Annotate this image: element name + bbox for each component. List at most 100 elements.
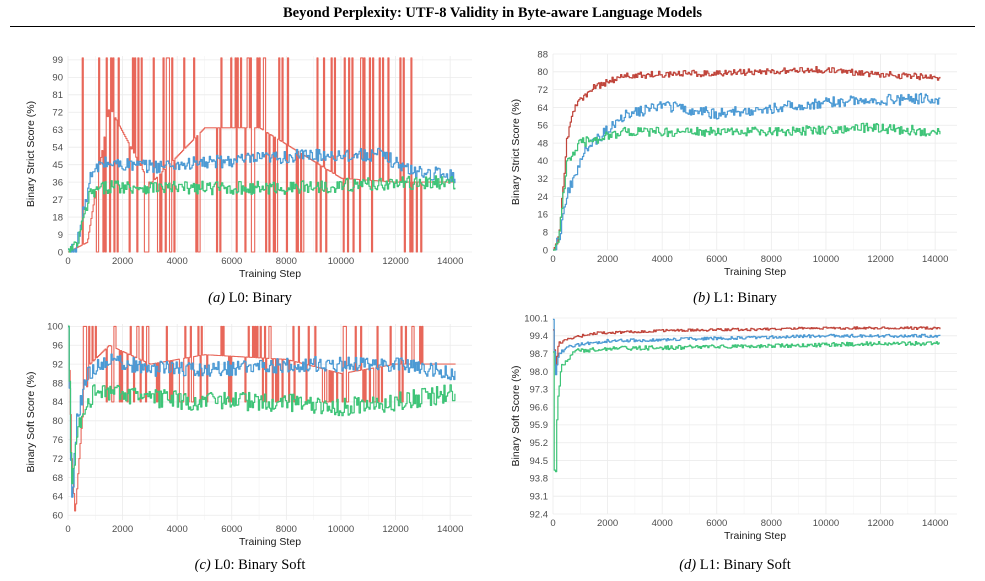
- series-line-darkred: [553, 326, 941, 367]
- caption-b-tag: (b): [693, 290, 711, 306]
- x-tick-label: 8000: [761, 518, 782, 529]
- y-tick-label: 96: [52, 341, 63, 352]
- y-tick-label: 95.9: [530, 420, 549, 431]
- x-tick-label: 2000: [112, 524, 133, 535]
- y-tick-label: 72: [537, 85, 548, 96]
- caption-d-text: L1: Binary Soft: [699, 557, 791, 573]
- y-tick-label: 100: [47, 322, 63, 333]
- chart-panel-c: 0 2000 4000 6000 8000 10000 12000 14000 60 64 68 72…: [10, 318, 480, 558]
- y-tick-label: 98.0: [530, 367, 549, 378]
- series-line-darkred: [553, 66, 941, 251]
- x-tick-label: 4000: [167, 256, 188, 267]
- chart-panel-d: 0 2000 4000 6000 8000 10000 12000 14000 92.4 93.1…: [495, 312, 965, 552]
- y-tick-label: 36: [52, 177, 63, 188]
- y-tick-label: 16: [537, 210, 548, 221]
- caption-b: (b) L1: Binary: [495, 290, 975, 307]
- y-tick-label: 18: [52, 212, 63, 223]
- y-tick-label: 92: [52, 359, 63, 370]
- series-line-green: [68, 325, 456, 485]
- x-tick-label: 6000: [706, 518, 727, 529]
- x-tick-label: 4000: [167, 524, 188, 535]
- series-line-red: [68, 325, 456, 512]
- x-axis-title: Training Step: [724, 530, 786, 542]
- x-axis-title: Training Step: [239, 536, 301, 548]
- x-tick-label: 14000: [437, 256, 463, 267]
- x-tick-label: 8000: [276, 256, 297, 267]
- x-tick-label: 8000: [761, 254, 782, 265]
- caption-a: (a) L0: Binary: [10, 290, 490, 307]
- y-tick-label: 64: [537, 103, 548, 114]
- paper-title: Beyond Perplexity: UTF-8 Validity in Byt…: [282, 5, 703, 21]
- y-tick-label: 99.4: [530, 331, 549, 342]
- x-tick-label: 12000: [382, 256, 408, 267]
- y-tick-label: 27: [52, 195, 63, 206]
- x-tick-label: 10000: [813, 518, 839, 529]
- y-tick-label: 54: [52, 143, 63, 154]
- y-axis-title: Binary Soft Score (%): [510, 366, 522, 467]
- series-line-blue: [68, 326, 456, 498]
- y-tick-label: 95.2: [530, 438, 549, 449]
- y-tick-label: 76: [52, 435, 63, 446]
- y-tick-label: 63: [52, 125, 63, 136]
- x-tick-label: 6000: [221, 524, 242, 535]
- y-tick-label: 72: [52, 108, 63, 119]
- x-axis-title: Training Step: [724, 266, 786, 278]
- x-tick-label: 12000: [867, 518, 893, 529]
- y-tick-label: 88: [537, 49, 548, 60]
- x-tick-label: 12000: [382, 524, 408, 535]
- series-line-blue: [553, 318, 941, 376]
- y-tick-label: 98.7: [530, 349, 549, 360]
- y-axis-title: Binary Soft Score (%): [25, 372, 37, 473]
- y-tick-label: 9: [58, 230, 63, 241]
- plot-area: [553, 54, 957, 250]
- y-tick-label: 80: [52, 416, 63, 427]
- x-tick-label: 0: [65, 524, 70, 535]
- y-tick-label: 90: [52, 73, 63, 84]
- chart-c: 0 2000 4000 6000 8000 10000 12000 14000 60 64 68 72…: [25, 322, 472, 548]
- x-tick-label: 14000: [437, 524, 463, 535]
- y-tick-label: 56: [537, 121, 548, 132]
- y-tick-label: 94.5: [530, 456, 549, 467]
- y-tick-label: 45: [52, 160, 63, 171]
- y-tick-label: 68: [52, 473, 63, 484]
- y-tick-label: 0: [543, 245, 548, 256]
- header-rule: [10, 26, 975, 27]
- y-tick-label: 48: [537, 138, 548, 149]
- x-tick-label: 10000: [328, 524, 354, 535]
- y-tick-label: 100.1: [524, 313, 548, 324]
- caption-d: (d) L1: Binary Soft: [495, 557, 975, 574]
- x-tick-label: 14000: [922, 518, 948, 529]
- x-tick-label: 2000: [597, 518, 618, 529]
- y-tick-label: 64: [52, 492, 63, 503]
- y-tick-label: 93.8: [530, 474, 549, 485]
- y-tick-label: 80: [537, 67, 548, 78]
- x-tick-label: 12000: [867, 254, 893, 265]
- y-tick-label: 81: [52, 90, 63, 101]
- caption-c-text: L0: Binary Soft: [214, 557, 306, 573]
- caption-a-tag: (a): [208, 290, 226, 306]
- y-tick-label: 99: [52, 55, 63, 66]
- x-tick-label: 14000: [922, 254, 948, 265]
- series-line-blue: [553, 92, 941, 251]
- x-tick-label: 4000: [652, 254, 673, 265]
- x-tick-label: 0: [550, 518, 555, 529]
- x-axis-title: Training Step: [239, 268, 301, 280]
- caption-b-text: L1: Binary: [713, 290, 777, 306]
- series-line-green: [553, 122, 941, 251]
- y-tick-label: 0: [58, 247, 63, 258]
- series-line-blue: [68, 147, 456, 253]
- series-line-green: [68, 175, 456, 253]
- x-tick-label: 0: [550, 254, 555, 265]
- chart-panel-a: 0 2000 4000 6000 8000 10000 12000 14000 0 9 18 27 36…: [10, 50, 480, 290]
- caption-a-text: L0: Binary: [228, 290, 292, 306]
- y-tick-label: 60: [52, 511, 63, 522]
- y-tick-label: 40: [537, 156, 548, 167]
- x-tick-label: 6000: [221, 256, 242, 267]
- y-tick-label: 96.6: [530, 402, 549, 413]
- caption-c: (c) L0: Binary Soft: [10, 557, 490, 574]
- y-tick-label: 72: [52, 454, 63, 465]
- series-line-green: [553, 341, 940, 473]
- y-tick-label: 92.4: [530, 509, 549, 520]
- x-tick-label: 8000: [276, 524, 297, 535]
- y-tick-label: 8: [543, 227, 548, 238]
